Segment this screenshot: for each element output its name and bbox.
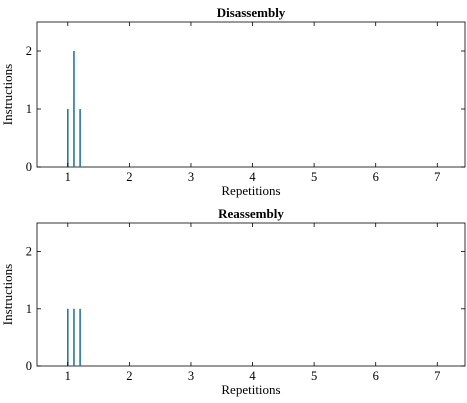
y-tick-label: 1 <box>26 302 32 316</box>
x-tick-label: 5 <box>311 170 317 184</box>
y-axis-label: Instructions <box>0 264 15 325</box>
x-tick-label: 6 <box>373 170 379 184</box>
y-tick-label: 2 <box>26 44 32 58</box>
x-tick-label: 3 <box>188 369 194 383</box>
x-tick-label: 1 <box>65 369 71 383</box>
x-tick-label: 1 <box>65 170 71 184</box>
panel-title: Disassembly <box>217 5 286 20</box>
x-ticks: 1 2 3 4 5 6 7 <box>65 22 440 184</box>
panel-title: Reassembly <box>218 206 284 221</box>
reassembly-panel: Reassembly 1 2 3 4 5 6 7 0 1 2 Repetitions Instr… <box>0 206 466 397</box>
x-tick-label: 5 <box>311 369 317 383</box>
y-tick-label: 2 <box>26 245 32 259</box>
x-tick-label: 7 <box>434 170 440 184</box>
x-tick-label: 3 <box>188 170 194 184</box>
x-tick-label: 6 <box>373 369 379 383</box>
y-tick-label: 1 <box>26 102 32 116</box>
plot-frame <box>36 21 466 168</box>
x-ticks: 1 2 3 4 5 6 7 <box>65 223 440 383</box>
x-tick-label: 2 <box>126 170 132 184</box>
y-axis-label: Instructions <box>0 64 15 125</box>
x-tick-label: 2 <box>126 369 132 383</box>
x-axis-label: Repetitions <box>221 382 280 397</box>
x-tick-label: 4 <box>249 369 256 383</box>
x-tick-label: 7 <box>434 369 440 383</box>
y-tick-label: 0 <box>26 160 32 174</box>
y-ticks: 0 1 2 <box>26 44 465 174</box>
bars-group <box>66 51 81 167</box>
y-tick-label: 0 <box>26 359 32 373</box>
disassembly-panel: Disassembly 1 2 3 4 5 6 7 0 1 2 Repetitions Inst… <box>0 5 466 198</box>
bars-group <box>66 308 81 366</box>
y-ticks: 0 1 2 <box>26 245 465 373</box>
plot-frame <box>36 222 466 367</box>
x-tick-label: 4 <box>249 170 256 184</box>
x-axis-label: Repetitions <box>221 183 280 198</box>
